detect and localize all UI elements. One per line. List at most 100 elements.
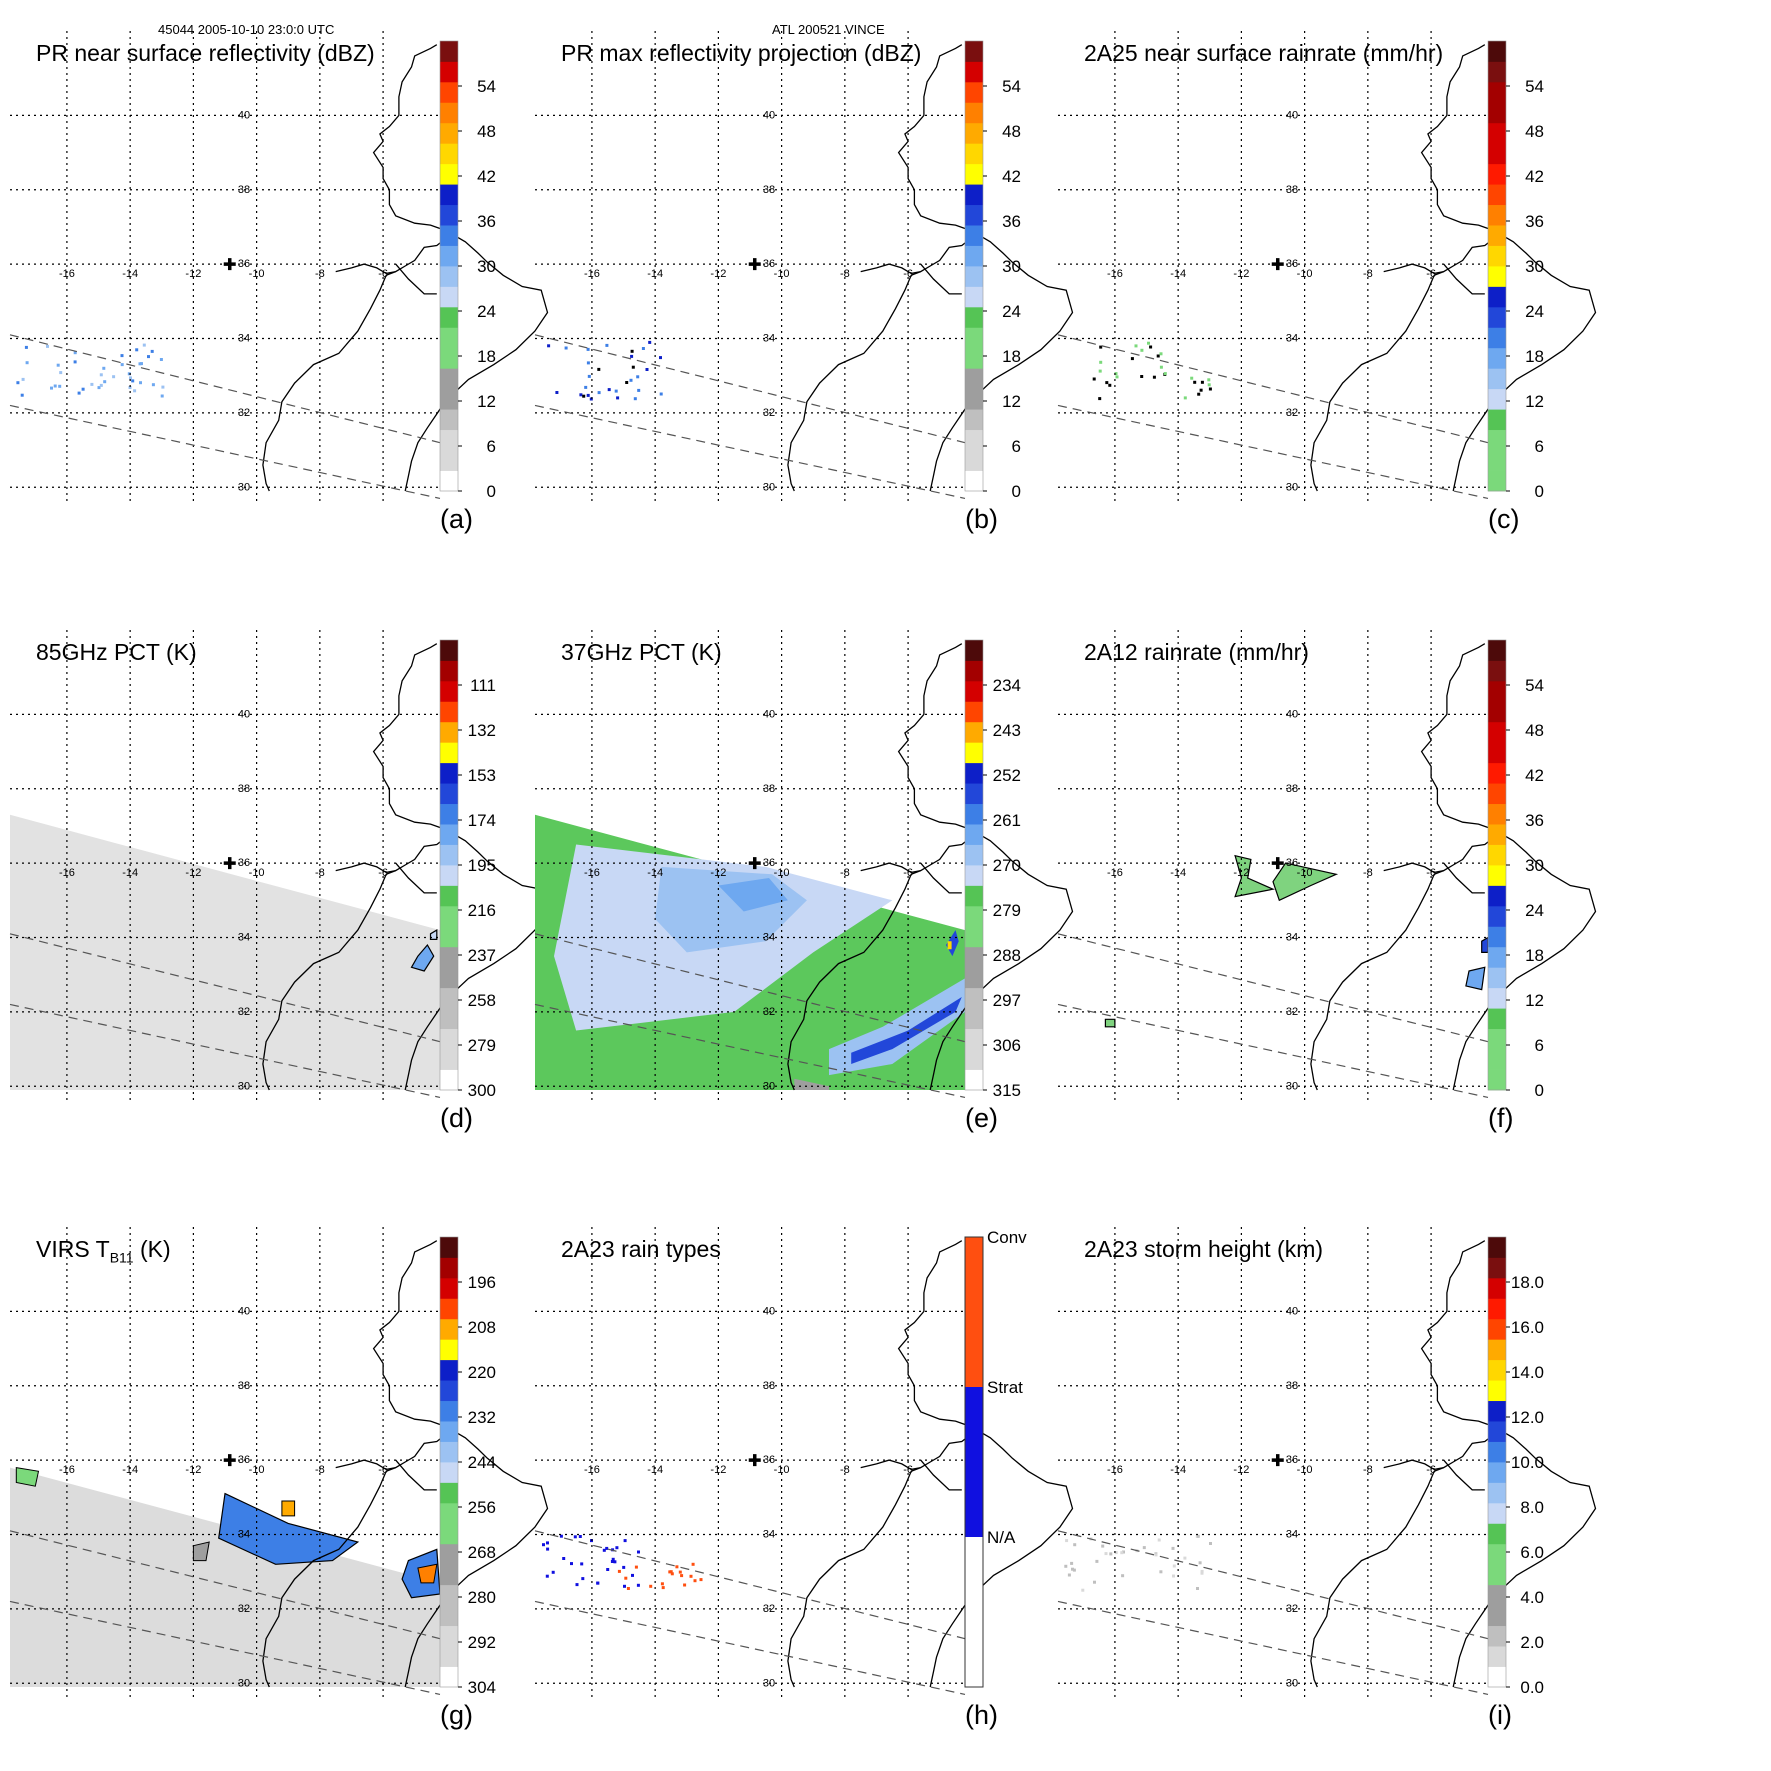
panel-c-title: 2A25 near surface rainrate (mm/hr)	[1084, 40, 1444, 66]
colorbar-label: 279	[993, 901, 1021, 920]
colorbar-segment	[440, 204, 458, 226]
colorbar-segment	[1488, 640, 1506, 661]
echo-pixel	[1171, 1546, 1175, 1550]
colorbar-segment	[440, 1502, 458, 1524]
lon-tick-label: -10	[774, 1464, 790, 1476]
echo-pixel	[99, 373, 103, 377]
echo-pixel	[1130, 357, 1134, 361]
echo-pixel	[1172, 1564, 1176, 1568]
colorbar-label: 30	[477, 257, 496, 276]
colorbar-label: 6	[487, 437, 496, 456]
lon-tick-label: -16	[1107, 268, 1123, 280]
colorbar-label: 48	[1002, 122, 1021, 141]
colorbar-label: 111	[470, 676, 496, 695]
echo-pixel	[630, 349, 634, 353]
lon-tick-label: -8	[315, 268, 325, 280]
colorbar-segment	[440, 783, 458, 805]
colorbar-segment	[1488, 946, 1506, 968]
echo-pixel	[135, 348, 139, 352]
lat-tick-label: 40	[238, 109, 250, 121]
colorbar-label: 0	[1012, 482, 1021, 501]
echo-pixel	[1099, 345, 1103, 349]
coastline-gibraltar	[335, 237, 447, 275]
echo-pixel	[128, 386, 132, 389]
echo-pixel	[659, 392, 663, 396]
colorbar-label: 4.0	[1520, 1588, 1544, 1607]
lat-tick-label: 34	[1286, 333, 1298, 345]
lat-tick-label: 30	[238, 1080, 250, 1092]
echo-pixel	[641, 347, 645, 350]
lon-tick-label: -6	[903, 867, 913, 879]
echo-pixel	[645, 368, 649, 371]
echo-pixel	[1198, 1561, 1202, 1565]
colorbar-label: 30	[1525, 257, 1544, 276]
colorbar-label: 315	[993, 1081, 1021, 1100]
colorbar-label: 54	[477, 77, 496, 96]
panel-b-label: (b)	[965, 504, 998, 534]
colorbar-segment	[965, 245, 983, 267]
colorbar-label: 18	[477, 347, 496, 366]
echo-pixel	[649, 1584, 653, 1588]
echo-pixel	[660, 1582, 664, 1586]
echo-pixel	[102, 366, 106, 370]
echo-pixel	[551, 1570, 555, 1574]
colorbar-label: 252	[993, 766, 1021, 785]
colorbar-segment	[440, 1564, 458, 1586]
colorbar-segment	[440, 1380, 458, 1402]
colorbar-segment	[440, 1028, 458, 1050]
lat-tick-label: 34	[238, 1529, 250, 1541]
colorbar-label: Strat	[987, 1378, 1023, 1397]
lon-tick-label: -16	[1107, 1464, 1123, 1476]
colorbar-segment	[1488, 701, 1506, 723]
colorbar-label: 42	[1525, 167, 1544, 186]
colorbar-segment	[440, 1625, 458, 1647]
map-i: -16 -14 -12 -10 -8 -6 40 38 36 34 32 30 0.0 2.0 4.0 6.0…	[1057, 1227, 1597, 1697]
echo-pixel	[1067, 1573, 1071, 1577]
echo-pixel	[20, 393, 24, 397]
lon-tick-label: -16	[584, 867, 600, 879]
lon-tick-label: -14	[647, 867, 663, 879]
colorbar-segment	[440, 347, 458, 369]
colorbar-segment	[440, 306, 458, 328]
echo-pixel	[97, 386, 101, 390]
colorbar-segment	[440, 824, 458, 845]
colorbar-label: 268	[468, 1543, 496, 1562]
header-left: 45044 2005-10-10 23:0:0 UTC	[158, 22, 335, 37]
echo-pixel	[103, 380, 107, 384]
colorbar-segment	[440, 844, 458, 866]
grid-g	[10, 1227, 440, 1697]
colorbar-label: 42	[477, 167, 496, 186]
colorbar-segment	[440, 1359, 458, 1381]
grid-c	[1058, 31, 1488, 501]
colorbar-segment	[1488, 81, 1506, 103]
map-e: -16 -14 -12 -10 -8 -6 40 38 36 34 32 30 315 306 297 288…	[534, 630, 1074, 1100]
map-d: -16 -14 -12 -10 -8 -6 40 38 36 34 32 30 300 279 258 237…	[9, 630, 549, 1100]
colorbar-segment	[440, 1482, 458, 1504]
colorbar: 0 6 12 18 24 30 36 42 48 54	[439, 40, 496, 501]
colorbar-segment	[440, 1298, 458, 1320]
colorbar-label: 30	[1002, 257, 1021, 276]
lon-tick-label: -10	[249, 1464, 265, 1476]
lon-tick-label: -10	[774, 867, 790, 879]
lon-tick-label: -6	[378, 1464, 388, 1476]
colorbar-segment	[440, 803, 458, 825]
panel-e-title: 37GHz PCT (K)	[561, 639, 722, 665]
lat-tick-label: 36	[238, 1454, 250, 1466]
echo-pixel	[589, 397, 593, 401]
coastline-gibraltar	[1383, 1433, 1495, 1471]
coastline-north-africa	[395, 862, 437, 894]
lat-tick-label: 38	[763, 783, 775, 795]
echo-pixel	[1183, 1556, 1187, 1560]
panel-g-label: (g)	[440, 1700, 473, 1730]
echo-pixel	[1122, 1550, 1125, 1554]
echo-pixel	[1183, 396, 1187, 400]
colorbar-segment	[965, 266, 983, 287]
panel-h: -16 -14 -12 -10 -8 -6 40 38 36 34 32 30 N/A Strat Conv…	[534, 1227, 1115, 1762]
colorbar-segment	[965, 987, 983, 1009]
echo-pixel	[1207, 383, 1211, 387]
colorbar-segment	[1488, 987, 1506, 1009]
storm-center-marker	[748, 857, 761, 870]
colorbar-segment	[1488, 225, 1506, 246]
echo-pixel	[1156, 354, 1160, 358]
echo-pixel	[596, 1581, 600, 1585]
